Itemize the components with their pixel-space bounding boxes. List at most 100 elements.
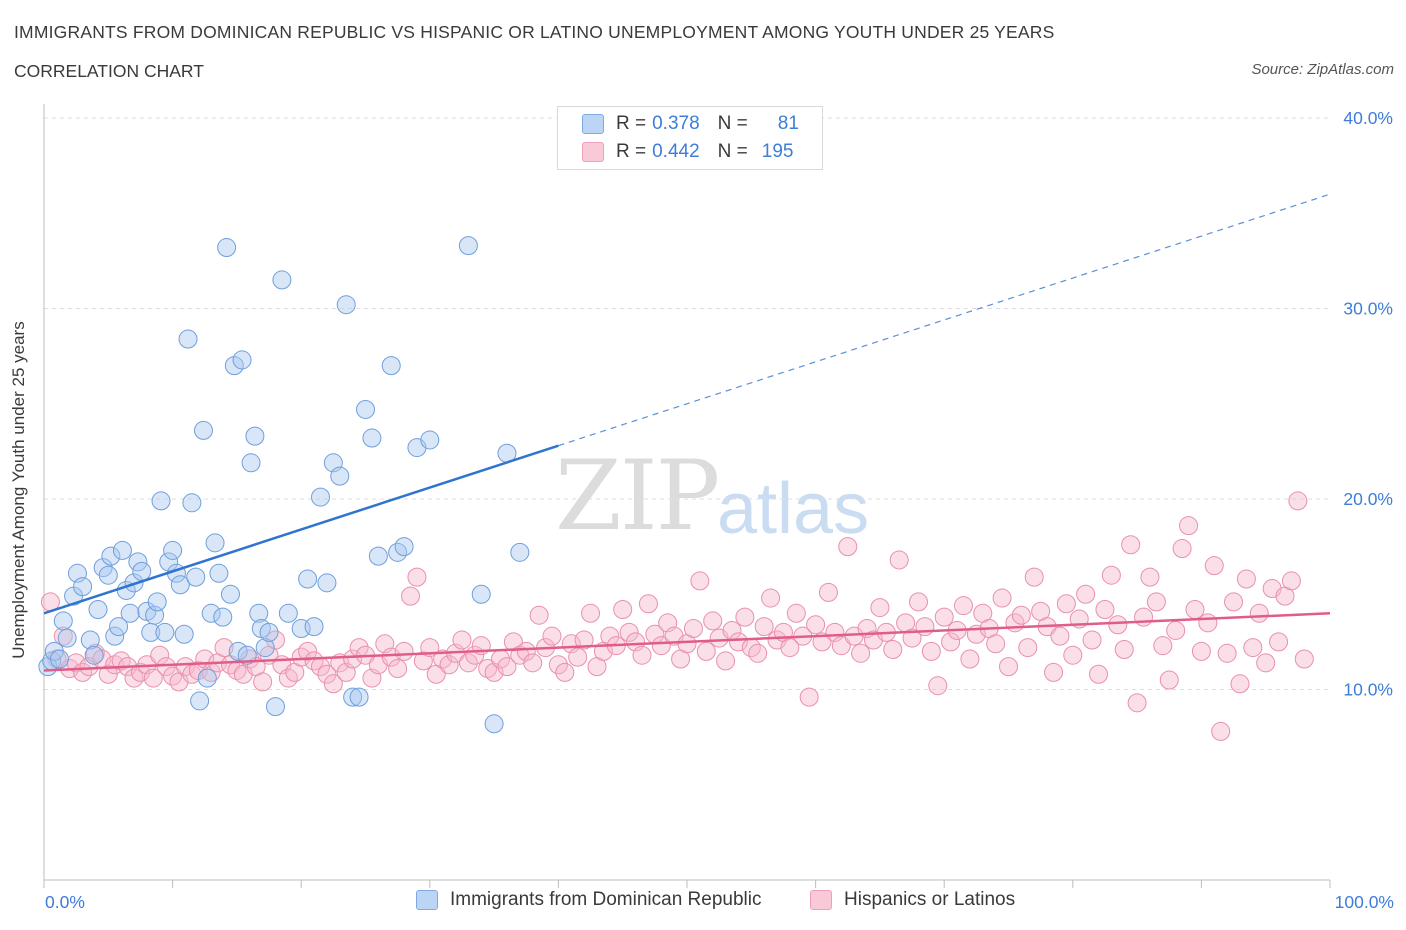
point-dominican: [245, 426, 265, 446]
point-hispanic: [786, 603, 806, 623]
axes: [43, 104, 1330, 881]
point-dominican: [155, 622, 175, 642]
point-hispanic: [542, 626, 562, 646]
point-dominican: [343, 687, 363, 707]
point-dominican: [265, 697, 285, 717]
point-hispanic: [921, 641, 941, 661]
watermark-zip: ZIP: [555, 440, 720, 552]
point-hispanic: [1127, 693, 1147, 713]
point-hispanic: [1114, 639, 1134, 659]
point-hispanic: [1211, 721, 1231, 741]
point-hispanic: [1281, 571, 1301, 591]
point-dominican: [57, 628, 77, 648]
point-dominican: [356, 399, 375, 419]
point-hispanic: [98, 664, 118, 684]
trend-line-hispanic: [43, 612, 1331, 672]
point-hispanic: [298, 641, 318, 661]
point-hispanic: [915, 617, 935, 637]
trend-line-dominican: [43, 444, 559, 615]
n-label: N =: [717, 113, 748, 134]
point-hispanic: [1217, 643, 1237, 663]
legend-item-hispanic[interactable]: Hispanics or Latinos: [810, 889, 1015, 911]
point-dominican: [471, 584, 491, 604]
point-hispanic: [960, 649, 980, 669]
point-hispanic: [683, 619, 703, 639]
point-dominican: [120, 603, 140, 623]
legend-item-dominican[interactable]: Immigrants from Dominican Republic: [416, 889, 762, 911]
point-hispanic: [928, 676, 948, 696]
point-hispanic: [1249, 603, 1269, 623]
point-dominican: [197, 668, 217, 688]
point-dominican: [232, 350, 252, 370]
point-dominican: [132, 561, 152, 581]
point-hispanic: [343, 649, 363, 669]
point-hispanic: [143, 668, 163, 688]
stats-legend-row-hispanic: R = 0.442 N = 195: [582, 140, 793, 164]
point-hispanic: [516, 641, 536, 661]
point-dominican: [112, 540, 132, 560]
x-tick-label-min: 0.0%: [45, 892, 85, 912]
stats-legend: R = 0.378 N = 81 R = 0.442 N = 195: [557, 106, 823, 170]
n-value: 195: [761, 141, 794, 162]
point-hispanic: [574, 630, 594, 650]
y-tick-label: 20.0%: [1343, 489, 1393, 509]
point-hispanic: [1224, 592, 1244, 612]
point-hispanic: [401, 586, 421, 606]
point-hispanic: [175, 657, 195, 677]
point-dominican: [336, 295, 356, 315]
series-hispanic-points: [40, 491, 1314, 741]
point-hispanic: [619, 622, 639, 642]
point-hispanic: [1095, 599, 1115, 619]
point-dominican: [159, 552, 179, 572]
trend-lines: [43, 193, 1331, 672]
point-dominican: [88, 599, 108, 619]
legend-label-dominican: Immigrants from Dominican Republic: [450, 889, 762, 910]
point-hispanic: [902, 628, 922, 648]
point-hispanic: [568, 647, 588, 667]
point-hispanic: [523, 653, 543, 673]
point-dominican: [278, 603, 298, 623]
legend-swatch-dominican: [416, 890, 438, 910]
watermark-atlas: atlas: [717, 469, 870, 549]
point-dominican: [201, 603, 221, 623]
point-hispanic: [613, 599, 633, 619]
point-hispanic: [581, 603, 601, 623]
stats-legend-row-dominican: R = 0.378 N = 81: [582, 112, 799, 136]
point-dominican: [484, 714, 504, 734]
point-dominican: [255, 638, 275, 658]
y-tick-labels: 10.0% 20.0% 30.0% 40.0%: [1343, 108, 1393, 700]
point-hispanic: [748, 643, 768, 663]
point-dominican: [193, 420, 213, 440]
point-dominican: [310, 487, 330, 507]
point-hispanic: [1153, 636, 1173, 656]
point-dominican: [349, 687, 369, 707]
point-dominican: [53, 611, 73, 631]
point-dominican: [128, 552, 148, 572]
point-hispanic: [818, 582, 838, 602]
point-dominican: [80, 630, 100, 650]
point-hispanic: [1204, 556, 1224, 576]
y-tick-label: 40.0%: [1343, 108, 1393, 128]
point-dominican: [317, 573, 337, 593]
point-dominican: [109, 617, 129, 637]
point-hispanic: [1198, 613, 1218, 633]
r-value: 0.442: [652, 141, 700, 162]
n-value: 81: [777, 113, 799, 134]
point-hispanic: [889, 550, 909, 570]
point-hispanic: [439, 655, 459, 675]
point-hispanic: [1011, 605, 1031, 625]
point-hispanic: [1076, 584, 1096, 604]
series-dominican-points: [38, 236, 530, 734]
point-dominican: [304, 617, 324, 637]
point-hispanic: [407, 567, 427, 587]
point-dominican: [381, 356, 401, 376]
point-hispanic: [1236, 569, 1256, 589]
point-dominican: [272, 270, 292, 290]
point-hispanic: [1166, 620, 1186, 640]
point-dominican: [213, 607, 233, 627]
legend-swatch-hispanic: [582, 142, 604, 162]
point-hispanic: [1089, 664, 1109, 684]
point-hispanic: [908, 592, 928, 612]
point-hispanic: [1179, 516, 1199, 536]
